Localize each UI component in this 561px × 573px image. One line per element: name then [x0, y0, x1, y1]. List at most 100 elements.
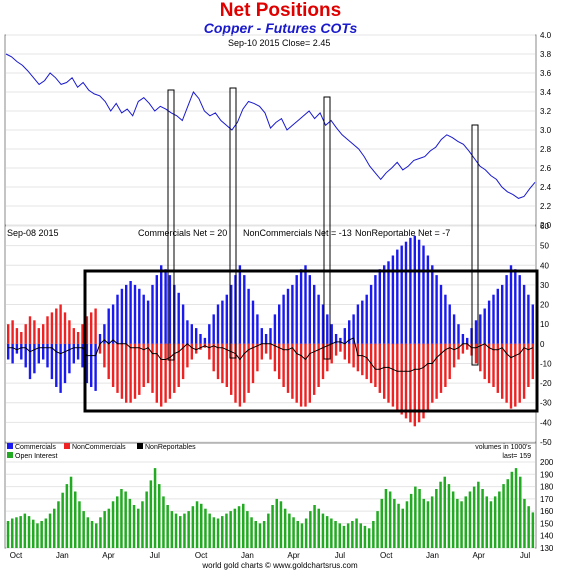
noncommercials-bar: [72, 328, 75, 344]
noncommercials-bar: [448, 343, 451, 380]
noncommercials-bar: [46, 316, 49, 344]
noncommercials-bar: [317, 343, 320, 387]
noncommercials-bar: [483, 343, 486, 380]
open-interest-bar: [456, 498, 459, 548]
noncommercials-bar: [291, 343, 294, 399]
commercials-bar: [431, 265, 434, 344]
open-interest-bar: [401, 508, 404, 548]
legend-commercials: Commercials: [15, 444, 56, 451]
open-interest-bar: [351, 521, 354, 548]
open-interest-bar: [116, 496, 119, 548]
commercials-bar: [221, 300, 224, 344]
commercials-bar: [374, 275, 377, 344]
open-interest-bar: [485, 496, 488, 548]
open-interest-bar: [78, 501, 81, 548]
open-interest-bar: [86, 517, 90, 548]
noncommercials-bar: [24, 324, 27, 344]
noncommercials-bar: [417, 343, 421, 423]
open-interest-bar: [57, 501, 60, 548]
commercials-bar: [199, 334, 202, 344]
legend-open-interest: Open Interest: [15, 453, 57, 460]
open-interest-bar: [153, 468, 157, 548]
open-interest-bar: [418, 489, 421, 548]
oi-y-tick-label-5: 180: [540, 483, 554, 492]
noncommercials-bar: [264, 343, 268, 354]
noncommercials-bar: [531, 343, 534, 380]
commercials-bar: [177, 292, 180, 344]
noncommercials-bar: [278, 343, 281, 380]
noncommercials-bar: [343, 343, 346, 360]
commercials-bar: [111, 304, 115, 344]
commercials-bar: [514, 269, 517, 344]
noncommercials-bar: [63, 312, 67, 344]
noncommercials-bar: [247, 343, 250, 393]
open-interest-bar: [242, 503, 245, 548]
noncommercials-bar: [107, 343, 110, 380]
open-interest-bar: [304, 518, 308, 548]
open-interest-bar: [502, 484, 505, 548]
volume-units-note: volumes in 1000's: [475, 444, 531, 451]
price-line: [5, 53, 536, 199]
net-y-tick-label-5: 0: [540, 340, 545, 349]
open-interest-bar: [95, 523, 98, 548]
open-interest-bar: [36, 523, 39, 548]
open-interest-bar: [174, 513, 178, 548]
noncommercials-bar: [68, 320, 71, 344]
open-interest-bar: [510, 471, 514, 548]
highlight-column-0: [167, 89, 175, 361]
commercials-bar: [518, 275, 521, 344]
noncommercials-bar: [378, 343, 381, 393]
noncommercials-bar: [208, 343, 211, 360]
open-interest-bar: [124, 491, 127, 548]
open-interest-bar: [405, 501, 409, 548]
legend-swatch-open-interest: [7, 452, 13, 458]
commercials-bar: [321, 304, 325, 344]
noncommercials-bar: [168, 343, 172, 399]
commercials-bar: [278, 304, 281, 344]
oi-y-tick-label-4: 170: [540, 495, 554, 504]
open-interest-bar: [460, 501, 463, 548]
noncommercials-bar: [361, 343, 364, 376]
noncommercials-bar: [501, 343, 504, 399]
open-interest-bar: [493, 496, 497, 548]
net-y-tick-label-1: -40: [540, 418, 552, 427]
price-y-tick-label-9: 3.8: [540, 50, 552, 59]
commercials-bar: [531, 304, 534, 344]
open-interest-bar: [141, 501, 144, 548]
nonreportable-net-text: NonReportable Net = -7: [355, 228, 450, 238]
open-interest-bar: [27, 516, 31, 548]
noncommercials-bar: [243, 343, 246, 403]
noncommercials-bar: [527, 343, 530, 387]
legend-noncommercials: NonCommercials: [72, 444, 126, 451]
commercials-bar: [361, 300, 364, 344]
noncommercials-bar: [444, 343, 447, 387]
noncommercials-bar: [221, 343, 224, 384]
open-interest-bar: [506, 479, 509, 548]
commercials-bar: [20, 343, 23, 360]
open-interest-bar: [317, 508, 320, 548]
oi-y-tick-label-6: 190: [540, 470, 554, 479]
noncommercials-bar: [466, 343, 469, 350]
open-interest-bar: [489, 501, 493, 548]
commercials-bar: [391, 255, 395, 344]
commercials-bar: [37, 343, 40, 364]
noncommercials-bar: [352, 343, 355, 368]
open-interest-bar: [65, 484, 69, 548]
commercials-bar: [286, 288, 290, 344]
noncommercials-bar: [234, 343, 237, 403]
open-interest-bar: [443, 476, 446, 548]
commercials-bar: [247, 288, 250, 344]
noncommercials-bar: [76, 332, 80, 344]
commercials-bar: [203, 337, 207, 344]
open-interest-bar: [292, 517, 295, 548]
open-interest-bar: [397, 503, 400, 548]
commercials-bar: [343, 328, 346, 344]
commercials-bar: [417, 239, 421, 344]
net-y-tick-label-0: -50: [540, 438, 552, 447]
commercials-bar: [125, 284, 128, 344]
open-interest-bar: [531, 512, 535, 548]
net-y-tick-label-10: 50: [540, 242, 549, 251]
x-tick-label-7: Jul: [335, 551, 345, 560]
x-tick-label-8: Oct: [380, 551, 393, 560]
